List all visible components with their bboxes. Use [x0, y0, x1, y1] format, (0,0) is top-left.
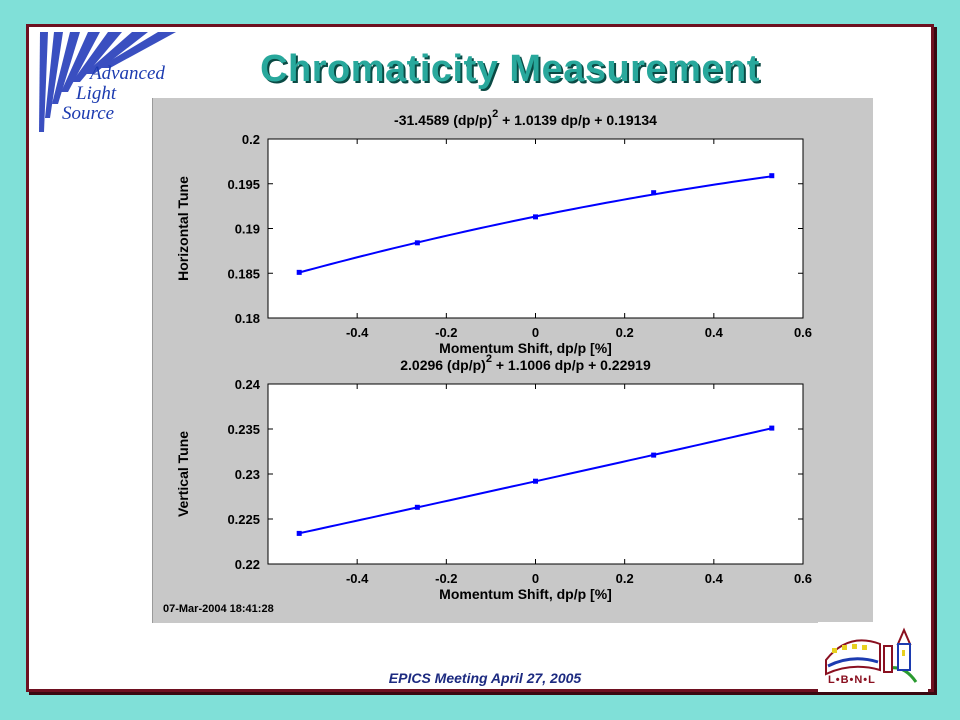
timestamp-label: 07-Mar-2004 18:41:28	[163, 603, 274, 615]
logo-word-light: Light	[76, 83, 117, 104]
vertical-ytick-label: 0.24	[235, 377, 261, 392]
horizontal-chart-title: -31.4589 (dp/p)2 + 1.0139 dp/p + 0.19134	[394, 108, 657, 128]
vertical-data-point	[296, 530, 302, 536]
vertical-ytick-label: 0.225	[227, 512, 260, 527]
matlab-figure: 0.18 0.185 0.19 0.195 0.2 -0.4 -0.2 0 0.2 0.4 0.6 -…	[152, 98, 873, 623]
horizontal-ytick-label: 0.2	[242, 132, 260, 147]
als-logo: Advanced Light Source	[36, 30, 196, 140]
als-logo-stripes-icon	[39, 32, 176, 132]
horizontal-data-point	[414, 240, 420, 246]
horizontal-data-point	[769, 173, 775, 179]
horizontal-xtick-label: 0.6	[794, 325, 812, 340]
vertical-data-point	[651, 452, 657, 458]
chart-figure-svg: 0.18 0.185 0.19 0.195 0.2 -0.4 -0.2 0 0.2 0.4 0.6 -…	[163, 108, 812, 615]
lbnl-logo-text: L•B•N•L	[828, 674, 876, 686]
lbnl-logo: L•B•N•L	[818, 622, 928, 692]
horizontal-xtick-label: -0.2	[435, 325, 457, 340]
horizontal-data-point	[296, 269, 302, 275]
horizontal-data-point	[651, 190, 657, 196]
vertical-data-point	[769, 425, 775, 431]
horizontal-xtick-label: -0.4	[346, 325, 369, 340]
horizontal-xtick-label: 0.2	[616, 325, 634, 340]
vertical-xaxis-label: Momentum Shift, dp/p [%]	[439, 586, 612, 602]
horizontal-plot-area	[267, 138, 804, 319]
horizontal-ytick-label: 0.185	[227, 266, 260, 281]
vertical-xtick-label: -0.4	[346, 571, 369, 586]
logo-word-advanced: Advanced	[90, 63, 165, 84]
horizontal-ytick-label: 0.19	[235, 222, 260, 237]
footer-text: EPICS Meeting April 27, 2005	[388, 670, 582, 686]
logo-word-source: Source	[62, 103, 115, 124]
horizontal-xtick-label: 0.4	[705, 325, 724, 340]
vertical-yaxis-label: Vertical Tune	[175, 431, 191, 517]
horizontal-data-point	[533, 214, 538, 220]
horizontal-ytick-label: 0.18	[235, 311, 260, 326]
vertical-plot-area	[267, 383, 804, 565]
vertical-ytick-label: 0.23	[235, 467, 260, 482]
vertical-xtick-label: 0.4	[705, 571, 724, 586]
vertical-data-point	[533, 478, 538, 484]
horizontal-xtick-label: 0	[532, 325, 539, 340]
horizontal-ytick-label: 0.195	[227, 177, 260, 192]
vertical-xtick-label: 0	[532, 571, 539, 586]
vertical-xtick-label: 0.6	[794, 571, 812, 586]
vertical-xtick-label: -0.2	[435, 571, 457, 586]
vertical-ytick-label: 0.235	[227, 422, 260, 437]
horizontal-yaxis-label: Horizontal Tune	[175, 176, 191, 281]
vertical-chart-title: 2.0296 (dp/p)2 + 1.1006 dp/p + 0.22919	[400, 353, 651, 373]
lbnl-building-icon	[825, 627, 918, 683]
slide-title: Chromaticity Measurement	[260, 48, 760, 90]
vertical-data-point	[414, 504, 420, 510]
vertical-xtick-label: 0.2	[616, 571, 634, 586]
horizontal-xaxis-label: Momentum Shift, dp/p [%]	[439, 340, 612, 356]
vertical-ytick-label: 0.22	[235, 557, 260, 572]
